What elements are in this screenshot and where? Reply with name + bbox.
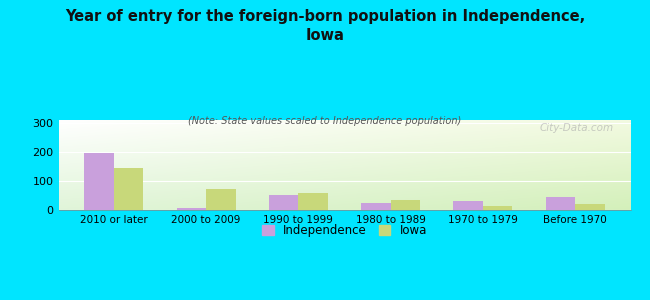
Legend: Independence, Iowa: Independence, Iowa [257,220,432,242]
Text: City-Data.com: City-Data.com [540,123,614,133]
Text: (Note: State values scaled to Independence population): (Note: State values scaled to Independen… [188,116,462,125]
Bar [453,201,483,210]
Bar [177,208,206,210]
Bar [575,205,604,210]
Bar [84,152,114,210]
Bar [483,206,512,210]
Bar [206,189,236,210]
Bar [545,197,575,210]
Bar [391,200,420,210]
Text: Year of entry for the foreign-born population in Independence,
Iowa: Year of entry for the foreign-born popul… [65,9,585,43]
Bar [114,168,144,210]
Bar [298,194,328,210]
Bar [269,196,298,210]
Bar [361,203,391,210]
